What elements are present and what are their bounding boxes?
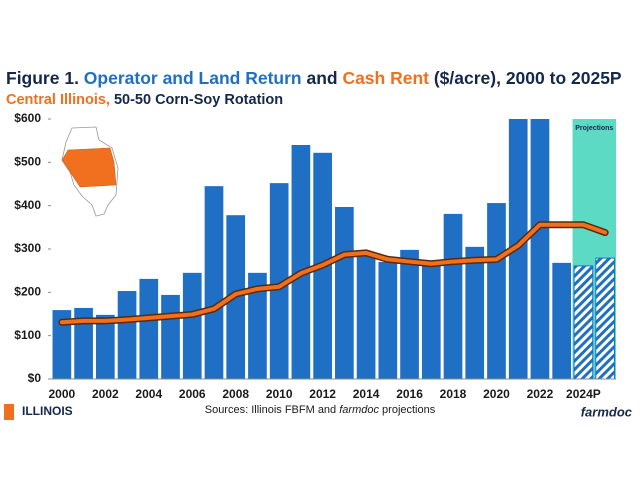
- x-tick-label: 2010: [266, 387, 293, 401]
- projection-label: Projections: [575, 125, 613, 132]
- subtitle-part: Central Illinois,: [6, 92, 110, 108]
- bar: [487, 203, 506, 379]
- x-tick-label: 2012: [309, 387, 336, 401]
- y-tick-label: $400: [14, 198, 41, 212]
- x-tick-label: 2014: [353, 387, 380, 401]
- bar: [139, 278, 159, 379]
- bar: [335, 206, 354, 379]
- bar: [204, 186, 224, 379]
- y-tick-label: $500: [14, 155, 41, 169]
- bar: [182, 272, 202, 379]
- source-note: Sources: Illinois FBFM and farmdoc proje…: [205, 404, 436, 416]
- x-tick-label: 2024P: [566, 387, 601, 401]
- title-part: and: [302, 68, 343, 88]
- bar: [52, 310, 72, 379]
- x-tick-label: 2002: [92, 387, 119, 401]
- title-part: ($/acre), 2000 to 2025P: [429, 68, 622, 88]
- logo-mark: [4, 404, 14, 420]
- bar: [400, 249, 419, 379]
- subtitle-part: 50-50 Corn-Soy Rotation: [110, 92, 283, 108]
- logo-left: ILLINOIS: [22, 404, 73, 418]
- bar: [573, 265, 594, 379]
- logo-right: farmdoc: [581, 404, 633, 419]
- bar: [465, 246, 485, 379]
- bar: [356, 253, 376, 379]
- bar: [421, 264, 441, 379]
- bar: [508, 119, 528, 379]
- map-icon: [61, 126, 119, 217]
- bar: [161, 294, 180, 379]
- y-tick-label: $100: [14, 328, 41, 342]
- x-tick-label: 2000: [49, 387, 76, 401]
- title-part: Cash Rent: [342, 68, 429, 88]
- x-tick-label: 2018: [440, 387, 467, 401]
- bar: [443, 213, 463, 379]
- title-part: Operator and Land Return: [84, 68, 302, 88]
- source-part: Sources: Illinois FBFM and: [205, 404, 340, 416]
- chart-title: Figure 1. Operator and Land Return and C…: [6, 68, 622, 88]
- bar: [95, 314, 115, 379]
- plot-area: [52, 119, 615, 379]
- x-tick-label: 2016: [396, 387, 423, 401]
- y-tick-label: $0: [28, 371, 42, 385]
- source-part: projections: [379, 404, 436, 416]
- x-tick-label: 2008: [222, 387, 249, 401]
- bar: [530, 119, 550, 379]
- bar: [378, 262, 398, 379]
- y-tick-label: $200: [14, 285, 41, 299]
- source-part: farmdoc: [339, 404, 379, 416]
- chart-subtitle: Central Illinois, 50-50 Corn-Soy Rotatio…: [6, 92, 283, 108]
- x-tick-label: 2020: [483, 387, 510, 401]
- y-tick-label: $600: [14, 111, 41, 125]
- y-tick-label: $300: [14, 241, 41, 255]
- x-tick-label: 2004: [135, 387, 162, 401]
- line: [59, 222, 608, 325]
- bar: [74, 307, 93, 379]
- bar: [595, 257, 615, 379]
- x-tick-label: 2006: [179, 387, 206, 401]
- x-tick-label: 2022: [527, 387, 554, 401]
- bar: [117, 291, 137, 379]
- bar: [291, 145, 311, 379]
- title-part: Figure 1.: [6, 68, 84, 88]
- bar: [552, 262, 572, 379]
- bar: [269, 183, 289, 379]
- bar: [248, 272, 267, 379]
